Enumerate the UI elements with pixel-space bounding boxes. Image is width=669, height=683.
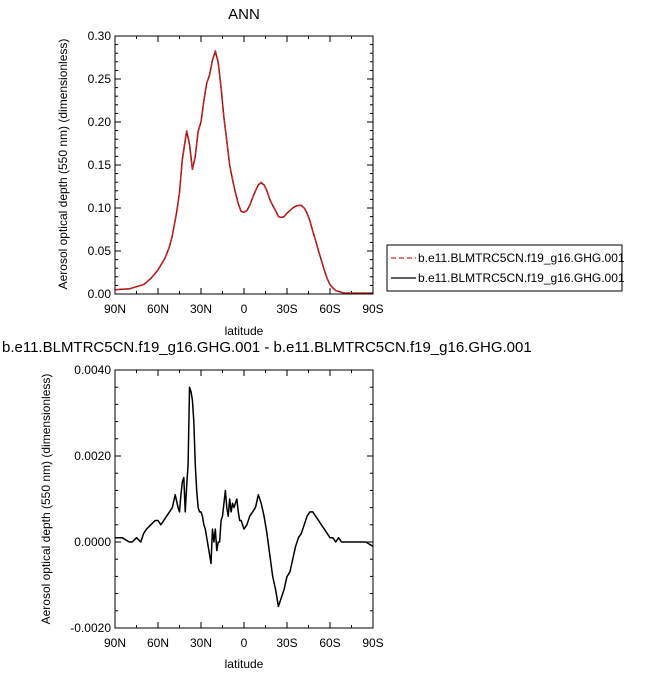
bottom-panel-plot-frame	[114, 369, 374, 629]
top-panel-x-tick-label: 60S	[319, 302, 340, 316]
top-panel-y-tick-label: 0.00	[88, 287, 112, 301]
bottom-panel-y-tick-label: 0.0040	[74, 363, 111, 377]
top-panel-series-line-2	[114, 50, 373, 294]
bottom-panel-title: b.e11.BLMTRC5CN.f19_g16.GHG.001 - b.e11.…	[2, 339, 532, 356]
bottom-panel-series-line-1	[115, 386, 374, 608]
top-panel-y-tick-label: 0.30	[88, 29, 112, 43]
top-panel-ticks: 90N 60N 30N 0 30S 60S 90S 0.00 0.05 0.10 0.15 0.20 0…	[88, 29, 384, 316]
legend-label-series-2: b.e11.BLMTRC5CN.f19_g16.GHG.001	[418, 271, 625, 285]
top-panel-y-axis-label: Aerosol optical depth (550 nm) (dimensio…	[56, 39, 70, 290]
top-panel-y-tick-label: 0.25	[88, 72, 112, 86]
top-panel-title: ANN	[228, 6, 260, 23]
top-panel-series-line-1	[114, 49, 373, 294]
top-panel-x-tick-label: 60N	[147, 302, 169, 316]
bottom-panel-y-axis-label: Aerosol optical depth (550 nm) (dimensio…	[39, 374, 53, 625]
top-panel-y-tick-label: 0.10	[88, 201, 112, 215]
top-panel-y-tick-label: 0.15	[88, 158, 112, 172]
bottom-panel-x-tick-label: 30N	[190, 636, 212, 650]
top-panel-x-axis-label: latitude	[225, 324, 264, 338]
bottom-panel-x-tick-label: 30S	[276, 636, 297, 650]
bottom-panel-y-tick-label: 0.0000	[74, 535, 111, 549]
bottom-panel-x-tick-label: 90S	[362, 636, 383, 650]
bottom-panel-series	[115, 386, 374, 608]
top-panel-y-tick-label: 0.05	[88, 244, 112, 258]
top-panel-series	[114, 49, 373, 294]
legend-label-series-1: b.e11.BLMTRC5CN.f19_g16.GHG.001	[418, 251, 625, 265]
bottom-panel-y-tick-label: -0.0020	[70, 621, 111, 635]
bottom-panel-x-axis-label: latitude	[225, 657, 264, 671]
legend: b.e11.BLMTRC5CN.f19_g16.GHG.001 b.e11.BL…	[386, 244, 625, 292]
legend-box	[386, 244, 623, 292]
bottom-panel-x-tick-label: 90N	[104, 636, 126, 650]
top-panel-x-tick-label: 30S	[276, 302, 297, 316]
top-panel-plot-frame	[114, 35, 374, 295]
bottom-panel-x-tick-label: 0	[241, 636, 248, 650]
top-panel: ANN latitude Aerosol optical depth (550 …	[56, 6, 625, 338]
top-panel-x-tick-label: 90N	[104, 302, 126, 316]
bottom-panel: b.e11.BLMTRC5CN.f19_g16.GHG.001 - b.e11.…	[2, 339, 532, 671]
bottom-panel-x-tick-label: 60S	[319, 636, 340, 650]
top-panel-x-tick-label: 30N	[190, 302, 212, 316]
top-panel-y-tick-label: 0.20	[88, 115, 112, 129]
top-panel-x-tick-label: 0	[241, 302, 248, 316]
bottom-panel-x-tick-label: 60N	[147, 636, 169, 650]
bottom-panel-y-tick-label: 0.0020	[74, 449, 111, 463]
top-panel-x-tick-label: 90S	[362, 302, 383, 316]
